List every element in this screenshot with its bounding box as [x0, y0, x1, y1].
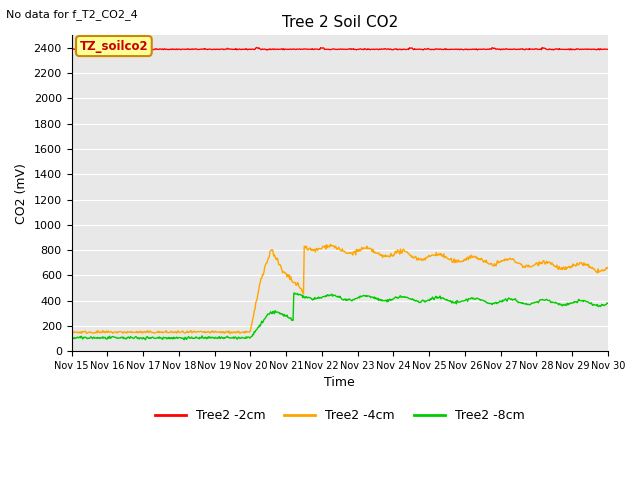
X-axis label: Time: Time	[324, 376, 355, 389]
Title: Tree 2 Soil CO2: Tree 2 Soil CO2	[282, 15, 398, 30]
Y-axis label: CO2 (mV): CO2 (mV)	[15, 163, 28, 224]
Text: TZ_soilco2: TZ_soilco2	[79, 39, 148, 52]
Text: No data for f_T2_CO2_4: No data for f_T2_CO2_4	[6, 9, 138, 20]
Legend: Tree2 -2cm, Tree2 -4cm, Tree2 -8cm: Tree2 -2cm, Tree2 -4cm, Tree2 -8cm	[150, 404, 530, 427]
